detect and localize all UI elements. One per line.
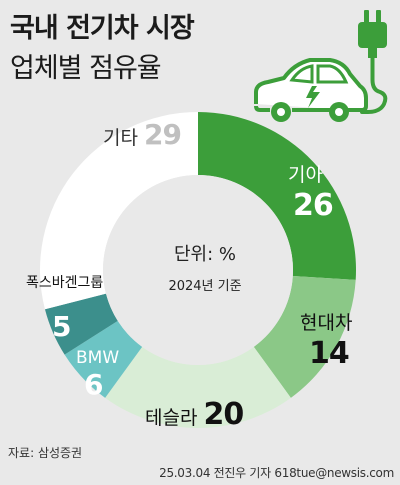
segment-hyundai [253,275,356,398]
credit-line: 25.03.04 전진우 기자 618tue@newsis.com [159,466,394,480]
other-value: 29 [144,118,182,151]
bmw-name: BMW [76,348,120,368]
other-name: 기타 [103,127,138,149]
kia-name: 기아 [288,164,323,186]
segment-bmw [64,320,143,398]
chart-subtitle: 업체별 점유율 [10,53,162,84]
plug-icon [358,10,387,58]
hyundai-value: 14 [309,336,350,371]
segment-kia [198,112,356,280]
segment-other [39,112,198,310]
other-label: 기타 29 [103,118,182,151]
segment-vw [44,293,118,355]
ev-charging-car-icon [254,10,388,122]
kia-value: 26 [293,188,334,223]
cable [360,56,388,114]
car-icon [254,58,368,122]
tesla-name: 테슬라 [145,407,198,429]
tesla-value: 20 [203,397,245,432]
source-note: 자료: 삼성증권 [8,446,83,460]
year-label: 2024년 기준 [168,279,242,294]
unit-label: 단위: % [173,244,236,265]
donut-hole [103,175,293,365]
segment-tesla [105,346,291,428]
hyundai-name: 현대차 [300,312,353,334]
vw-name: 폭스바겐그룹 [26,275,104,291]
bmw-value: 6 [84,368,104,401]
vw-value: 5 [52,310,72,343]
lightning-icon [306,86,320,108]
chart-title: 국내 전기차 시장 [10,13,195,44]
tesla-label: 테슬라 20 [145,397,245,432]
